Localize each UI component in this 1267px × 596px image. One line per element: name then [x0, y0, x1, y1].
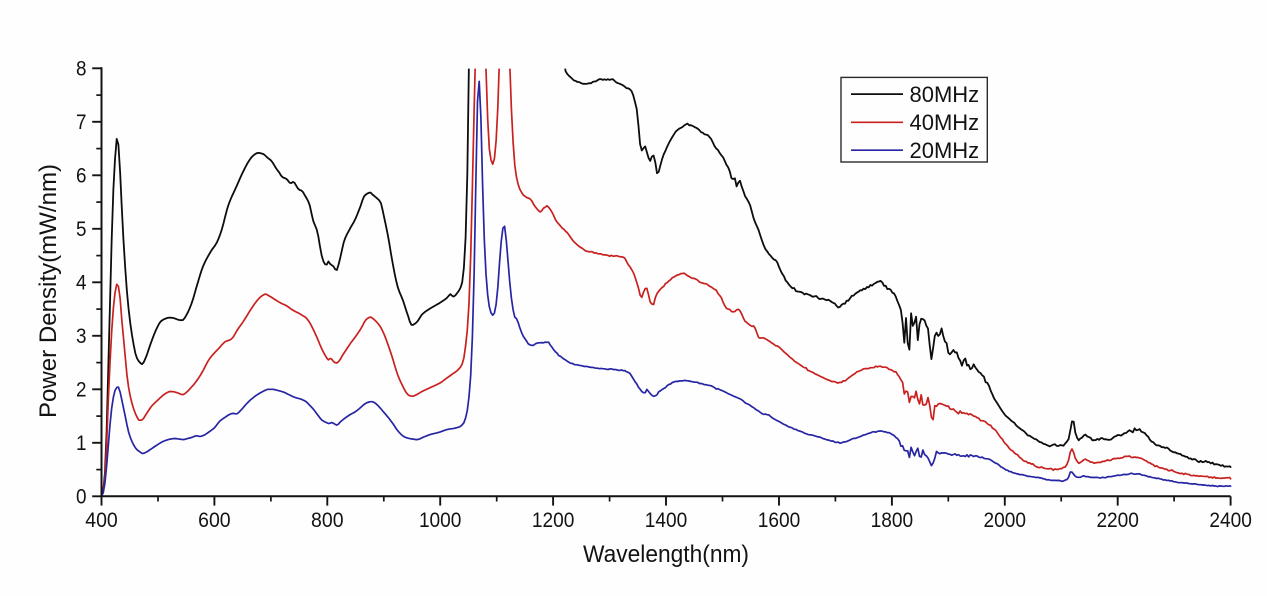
svg-text:80MHz: 80MHz	[910, 82, 980, 107]
svg-text:1600: 1600	[758, 508, 801, 532]
svg-text:0: 0	[76, 485, 87, 509]
svg-text:Wavelength(nm): Wavelength(nm)	[583, 541, 749, 568]
svg-text:2000: 2000	[984, 508, 1027, 532]
svg-text:1000: 1000	[419, 508, 462, 532]
svg-text:6: 6	[76, 164, 87, 188]
svg-text:1400: 1400	[645, 508, 688, 532]
svg-text:1800: 1800	[871, 508, 914, 532]
svg-text:Power Density(mW/nm): Power Density(mW/nm)	[35, 164, 62, 418]
svg-text:2400: 2400	[1209, 508, 1252, 532]
svg-text:7: 7	[76, 110, 87, 134]
svg-text:400: 400	[85, 508, 118, 532]
svg-text:800: 800	[311, 508, 344, 532]
svg-text:3: 3	[76, 324, 87, 348]
svg-text:1: 1	[76, 431, 87, 455]
svg-text:5: 5	[76, 217, 87, 241]
svg-text:8: 8	[76, 57, 87, 81]
svg-text:2200: 2200	[1096, 508, 1139, 532]
svg-text:40MHz: 40MHz	[910, 110, 980, 135]
svg-text:2: 2	[76, 378, 87, 402]
svg-text:4: 4	[76, 271, 87, 295]
svg-text:600: 600	[198, 508, 231, 532]
svg-text:1200: 1200	[532, 508, 575, 532]
svg-text:20MHz: 20MHz	[910, 138, 980, 163]
